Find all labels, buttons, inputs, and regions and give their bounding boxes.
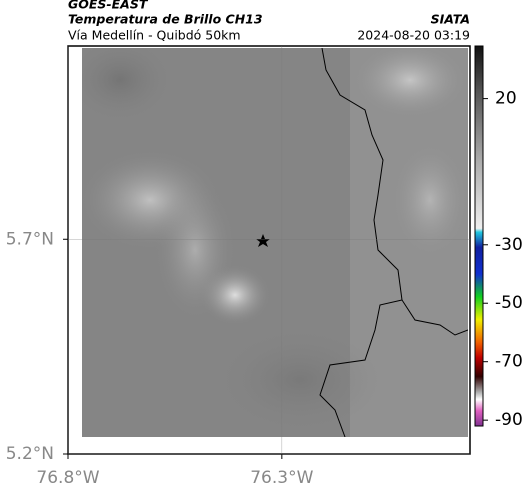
- colorbar-tick-label: 20: [495, 89, 517, 109]
- colorbar-tick-label: -50: [495, 293, 523, 313]
- y-tick-label: 5.2°N: [6, 444, 54, 464]
- y-tick-label: 5.7°N: [6, 229, 54, 249]
- location-marker: [256, 234, 270, 247]
- source: SIATA: [431, 12, 470, 27]
- route: Vía Medellín - Quibdó 50km: [68, 28, 241, 43]
- satellite-image: [82, 48, 468, 437]
- timestamp: 2024-08-20 03:19: [357, 28, 470, 43]
- colorbar: [474, 45, 484, 427]
- subtitle: Temperatura de Brillo CH13: [68, 12, 263, 27]
- colorbar-tick-label: -30: [495, 235, 523, 255]
- colorbar-tick-label: -90: [495, 410, 523, 430]
- x-tick-label: 76.8°W: [36, 468, 99, 488]
- x-tick-label: 76.3°W: [250, 468, 313, 488]
- title: GOES-EAST: [68, 0, 149, 12]
- colorbar-tick-label: -70: [495, 352, 523, 372]
